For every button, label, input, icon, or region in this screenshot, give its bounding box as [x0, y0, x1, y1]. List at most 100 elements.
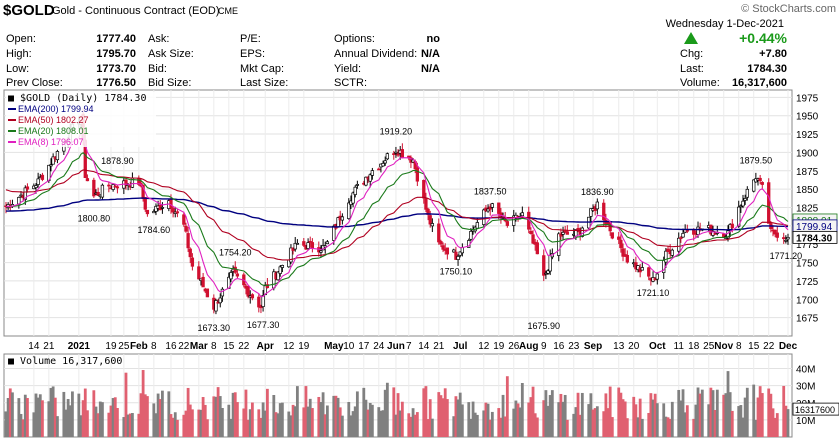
volume-bar	[231, 392, 235, 437]
candle-body	[713, 233, 717, 235]
volume-bar	[563, 394, 567, 437]
candle-body	[289, 247, 293, 263]
volume-bar	[47, 401, 51, 437]
candle-body	[548, 254, 552, 272]
candle-body	[205, 288, 210, 298]
candle-body	[490, 203, 494, 208]
candle-body	[488, 206, 492, 210]
y-tick-label: 1875	[796, 167, 819, 178]
stat-label: Bid Size:	[148, 77, 191, 89]
candle-body	[452, 249, 456, 253]
candle-body	[36, 178, 40, 185]
price-annotation: 1919.20	[380, 126, 413, 136]
candle-body	[385, 153, 390, 160]
volume-bar	[471, 401, 475, 437]
candle-body	[169, 198, 173, 209]
candle-body	[308, 240, 312, 243]
x-tick-label: 10	[343, 341, 355, 352]
candle-body	[92, 179, 96, 197]
volume-bar	[338, 407, 342, 437]
stat-label: EPS:	[240, 48, 265, 60]
candle-body	[368, 174, 372, 182]
candle-body	[486, 208, 490, 212]
candle-body	[460, 247, 464, 254]
volume-bar	[66, 399, 70, 437]
candle-body	[377, 168, 381, 171]
stat-label: Options:	[334, 33, 375, 45]
volume-bar	[310, 408, 314, 437]
x-tick-label: Jul	[453, 341, 468, 352]
x-tick-label: 12	[283, 341, 295, 352]
volume-bar	[724, 393, 728, 437]
stat-label: High:	[6, 48, 32, 60]
candle-body	[276, 271, 280, 281]
candle-body	[696, 226, 700, 235]
volume-bar	[681, 389, 685, 437]
stat-value: 1784.30	[747, 63, 787, 75]
candle-body	[34, 185, 38, 188]
candle-body	[430, 223, 435, 227]
volume-bar	[362, 387, 366, 437]
volume-bar	[4, 411, 8, 437]
candle-body	[143, 197, 147, 210]
volume-bar	[428, 399, 432, 437]
volume-bar	[771, 408, 775, 437]
brand-logo: © StockCharts.com	[741, 3, 836, 15]
volume-bar	[139, 393, 143, 437]
volume-bar	[619, 392, 623, 437]
volume-bar	[332, 395, 336, 437]
volume-bar	[203, 404, 207, 437]
volume-bar	[460, 404, 464, 437]
volume-bar	[347, 401, 351, 437]
candle-body	[775, 232, 779, 238]
candle-body	[610, 232, 614, 239]
volume-bar	[662, 403, 666, 437]
volume-bar	[707, 404, 711, 437]
volume-bar	[295, 386, 299, 437]
volume-bar	[505, 376, 509, 437]
volume-bar	[306, 406, 310, 437]
volume-bar	[531, 386, 535, 437]
volume-bar	[257, 409, 261, 437]
volume-bar	[606, 408, 610, 437]
x-tick-label: 22	[763, 341, 775, 352]
volume-bar	[71, 391, 74, 437]
volume-bar	[499, 417, 503, 437]
x-tick-label: 16	[165, 341, 177, 352]
volume-bar	[514, 400, 518, 437]
volume-bar	[482, 410, 486, 437]
volume-bar	[668, 418, 672, 437]
volume-bar	[490, 411, 494, 437]
volume-bar	[655, 403, 659, 437]
stat-value: 1777.40	[96, 33, 136, 45]
volume-bar	[726, 371, 730, 437]
candle-body	[364, 176, 368, 186]
y-tick-label: 1725	[796, 277, 819, 288]
volume-bar	[392, 387, 396, 437]
volume-bar	[49, 387, 53, 437]
volume-bar	[81, 400, 85, 437]
candle-body	[396, 153, 400, 156]
volume-bar	[21, 419, 25, 437]
candle-body	[400, 149, 405, 158]
volume-bar	[41, 400, 44, 437]
stat-label: SCTR:	[334, 77, 367, 89]
volume-bar	[199, 409, 203, 437]
volume-bar	[743, 397, 747, 437]
volume-bar	[694, 404, 698, 437]
candle-body	[184, 225, 188, 232]
x-tick-label: 22	[238, 341, 250, 352]
candle-body	[188, 248, 192, 258]
candle-body	[235, 273, 240, 277]
volume-bar	[197, 409, 201, 437]
stat-label: Open:	[6, 33, 36, 45]
volume-bar	[233, 392, 237, 437]
volume-bar	[64, 409, 68, 437]
candle-body	[171, 208, 175, 213]
volume-bar	[698, 393, 702, 437]
candle-body	[497, 202, 501, 214]
candle-body	[758, 177, 762, 182]
x-tick-label: 25	[703, 341, 715, 352]
x-tick-label: 9	[541, 341, 547, 352]
volume-bar	[218, 396, 222, 437]
